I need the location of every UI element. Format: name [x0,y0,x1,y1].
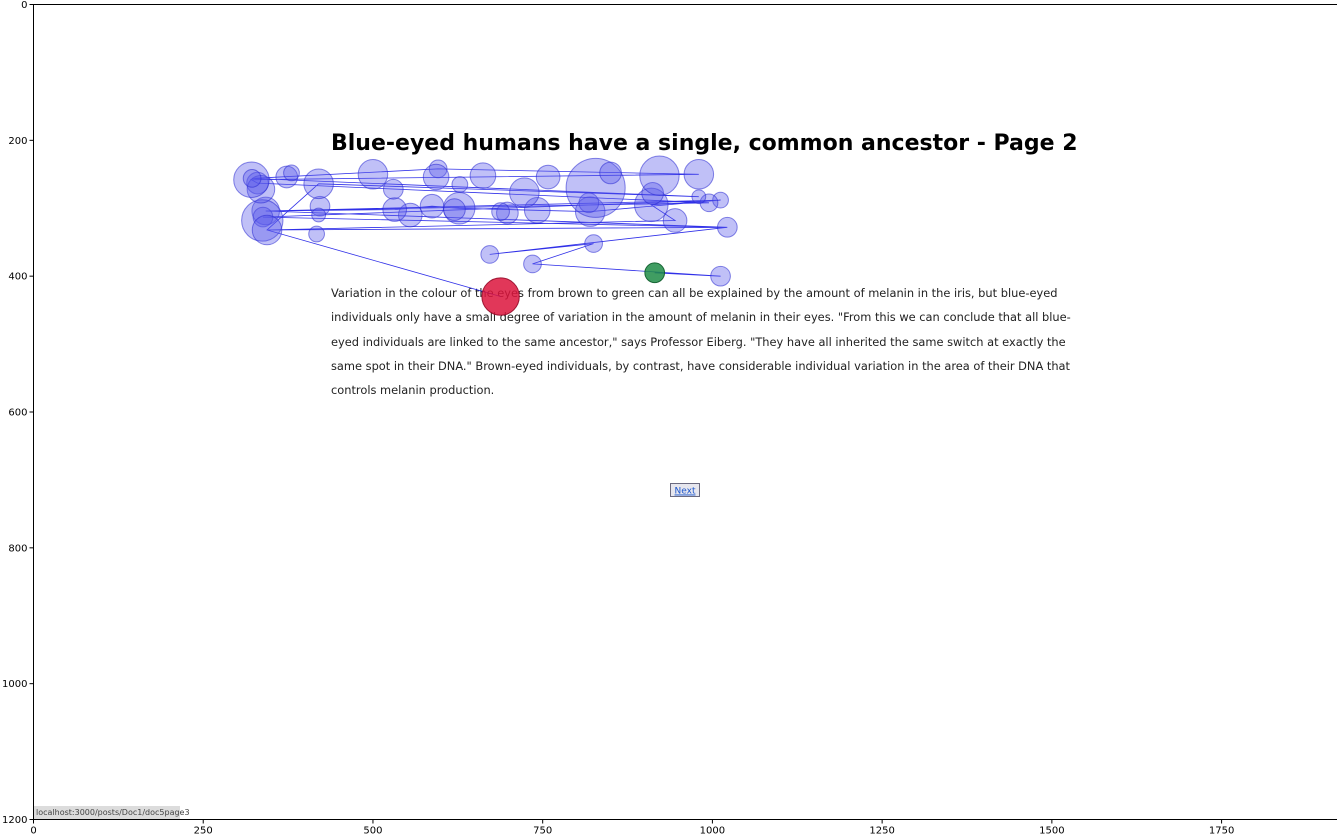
fixation-point [251,214,283,246]
fixation-point [634,187,669,223]
article-paragraph: Variation in the colour of the eyes from… [331,286,1071,397]
fixation-point [523,254,542,274]
next-button-label[interactable]: Next [675,487,696,497]
fixation-point [699,193,719,213]
y-tick-label: 1200 [2,815,27,826]
fixation-point [584,234,603,253]
fixation-point [308,225,325,243]
fixation-point [641,181,664,205]
status-url: localhost:3000/posts/Doc1/doc5page3 [36,808,190,817]
x-tick-label: 0 [30,826,36,836]
paragraph-line: controls melanin production. [331,383,494,397]
page-title: Blue-eyed humans have a single, common a… [331,131,1078,156]
x-tick-label: 1250 [869,826,894,836]
first-fixation-point [644,262,666,284]
x-tick-label: 1500 [1039,826,1064,836]
next-button-frame[interactable] [670,483,700,497]
fixation-point [382,178,404,200]
y-tick-label: 1000 [2,679,27,690]
fixation-point [469,162,497,189]
fixation-point [509,177,540,208]
x-tick-label: 250 [194,826,213,836]
fixation-point [683,159,715,190]
fixation-point [451,176,469,193]
y-tick-label: 400 [8,272,27,283]
fixation-point [574,196,606,227]
fixation-point [578,192,600,214]
fixation-point [303,168,334,200]
scanpath-layer [249,168,728,297]
fixation-point [242,169,262,188]
fixation-point [710,265,731,287]
fixation-point [599,161,622,185]
paragraph-line: same spot in their DNA." Brown-eyed indi… [331,359,1071,373]
x-tick-label: 1750 [1209,826,1234,836]
fixation-point [716,216,738,238]
fixation-point [639,155,680,196]
axis-ticks: 0 250 500 750 1000 1250 1500 1750 0 200 400 600 800 1… [2,0,1234,836]
fixation-point [357,159,389,190]
status-bar: localhost:3000/posts/Doc1/doc5page3 [34,806,190,819]
fixation-point [311,207,327,223]
paragraph-line: Variation in the colour of the eyes from… [331,286,1057,300]
fixation-point [565,157,626,218]
y-tick-label: 600 [8,408,27,419]
fixation-point [419,193,445,219]
fixation-point [691,189,707,205]
next-button[interactable]: Next [670,483,700,497]
fixation-point [309,195,331,217]
fixation-point [233,161,270,198]
fixation-point [283,164,300,182]
paragraph-line: individuals only have a small degree of … [331,310,1071,324]
fixation-point [443,198,466,221]
fixation-point [712,191,729,209]
status-bar-background [34,806,180,819]
x-tick-label: 750 [533,826,552,836]
fixation-point [397,202,423,228]
fixation-point [422,163,450,191]
x-tick-label: 500 [363,826,382,836]
fixation-point [496,201,519,225]
fixation-point [382,197,407,222]
y-tick-label: 200 [8,136,27,147]
y-tick-label: 0 [21,0,27,11]
fixation-point [662,208,688,233]
fixation-layer [233,155,738,316]
fixation-point [523,196,551,224]
fixation-point [535,164,561,190]
last-fixation-point [481,277,520,316]
paragraph-line: eyed individuals are linked to the same … [331,335,1066,349]
y-tick-label: 800 [8,543,27,554]
x-tick-label: 1000 [700,826,725,836]
fixation-point [480,245,500,264]
fixation-point [491,202,510,222]
scanpath-line [249,168,728,297]
fixation-point [252,206,274,228]
